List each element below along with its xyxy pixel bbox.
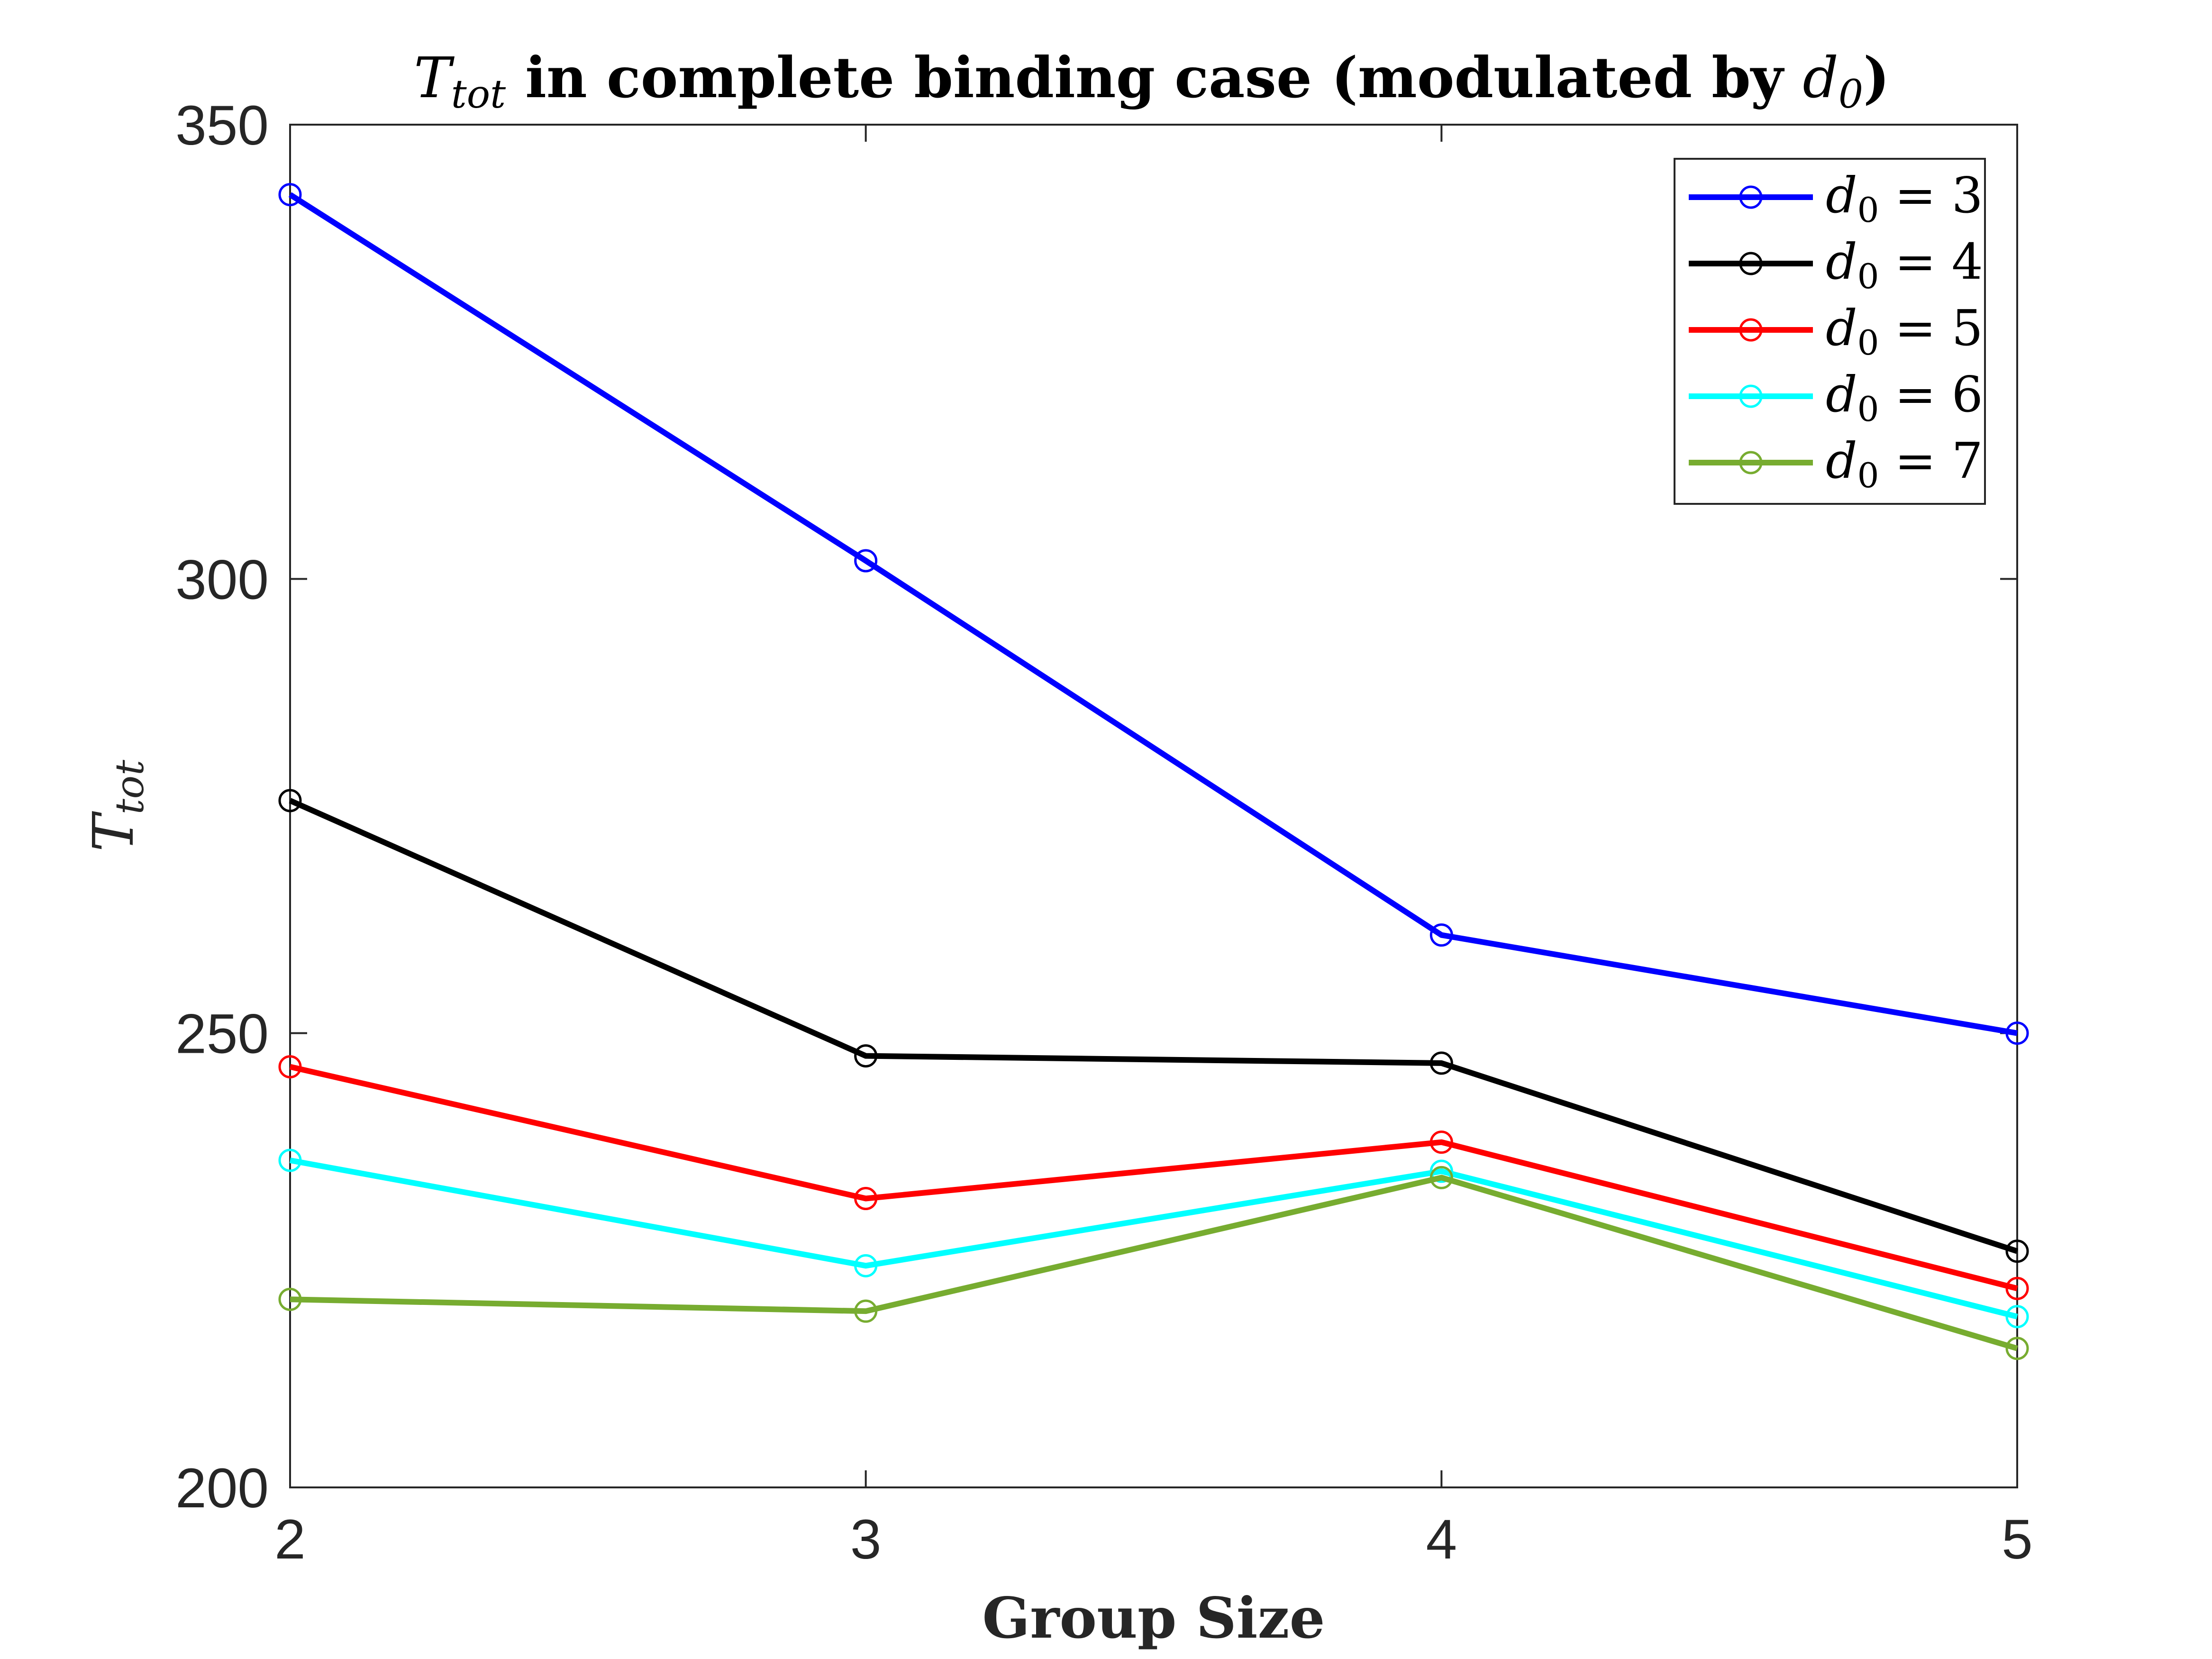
data-point xyxy=(854,1299,878,1323)
legend-marker xyxy=(1739,252,1763,275)
series-2 xyxy=(278,789,2029,1263)
title-text: in complete binding case (modulated by xyxy=(506,45,1802,110)
legend-label: d0 = 3 xyxy=(1826,166,1983,230)
legend-marker xyxy=(1739,185,1763,209)
title-symbol-subscript: tot xyxy=(451,72,506,117)
title-closing: ) xyxy=(1863,45,1890,110)
y-tick-label: 250 xyxy=(175,1003,269,1066)
legend-entry: d0 = 5 xyxy=(1689,299,1983,363)
legend-entry: d0 = 3 xyxy=(1689,166,1983,230)
legend-marker xyxy=(1739,451,1763,474)
data-point xyxy=(2005,1276,2029,1300)
data-point xyxy=(1429,1159,1453,1183)
data-point xyxy=(278,1149,302,1172)
data-point xyxy=(1429,1166,1453,1189)
series-4 xyxy=(278,1149,2029,1329)
x-tick-label: 4 xyxy=(1426,1508,1457,1571)
title-variable: d xyxy=(1802,45,1839,110)
y-tick-label: 300 xyxy=(175,548,269,611)
legend-entry: d0 = 7 xyxy=(1689,432,1983,495)
x-tick-label: 2 xyxy=(274,1508,306,1571)
series-line xyxy=(289,798,2018,1254)
data-point xyxy=(2005,1305,2029,1329)
data-point xyxy=(278,183,302,207)
y-tick-label: 350 xyxy=(175,94,269,157)
series-layer xyxy=(278,183,2029,1360)
legend-label: d0 = 4 xyxy=(1826,233,1983,296)
series-line xyxy=(289,1064,2018,1292)
axis-tick-labels: 2 3 4 5 200 250 300 350 xyxy=(175,94,2033,1571)
data-point xyxy=(854,549,878,573)
legend-label: d0 = 6 xyxy=(1826,365,1983,429)
data-point xyxy=(1429,1130,1453,1154)
data-point xyxy=(2005,1021,2029,1045)
data-point xyxy=(854,1044,878,1068)
series-1 xyxy=(278,183,2029,1045)
title-symbol: T xyxy=(414,45,455,110)
legend-marker xyxy=(1739,318,1763,342)
series-line xyxy=(289,1158,2018,1320)
y-axis-symbol-subscript: tot xyxy=(108,759,153,814)
legend: d0 = 3d0 = 4d0 = 5d0 = 6d0 = 7 xyxy=(1674,158,1986,505)
legend-label: d0 = 7 xyxy=(1826,432,1983,495)
data-point xyxy=(2005,1337,2029,1360)
legend-entry: d0 = 4 xyxy=(1689,233,1983,296)
y-axis-symbol: T xyxy=(81,811,146,852)
series-line xyxy=(290,1175,2018,1351)
legend-entry: d0 = 6 xyxy=(1689,365,1983,429)
x-tick-label: 5 xyxy=(2002,1508,2033,1571)
y-tick-label: 200 xyxy=(175,1457,269,1520)
data-point xyxy=(278,1287,302,1311)
data-point xyxy=(854,1254,878,1277)
chart-title: Ttot in complete binding case (modulated… xyxy=(414,45,1890,117)
legend-entries: d0 = 3d0 = 4d0 = 5d0 = 6d0 = 7 xyxy=(1689,166,1983,495)
plot-area-frame xyxy=(289,124,2018,1488)
series-line xyxy=(288,192,2018,1036)
legend-label: d0 = 5 xyxy=(1826,299,1983,363)
legend-marker xyxy=(1739,384,1763,408)
data-point xyxy=(1429,1051,1453,1075)
title-variable-subscript: 0 xyxy=(1839,72,1863,117)
data-point xyxy=(278,789,302,812)
data-point xyxy=(1429,923,1453,947)
data-point xyxy=(854,1187,878,1210)
x-tick-label: 3 xyxy=(850,1508,882,1571)
series-3 xyxy=(278,1055,2029,1300)
data-point xyxy=(2005,1240,2029,1263)
y-axis-label: Ttot xyxy=(81,759,153,852)
x-axis-label: Group Size xyxy=(982,1585,1325,1651)
data-point xyxy=(278,1055,302,1079)
series-5 xyxy=(278,1166,2029,1360)
